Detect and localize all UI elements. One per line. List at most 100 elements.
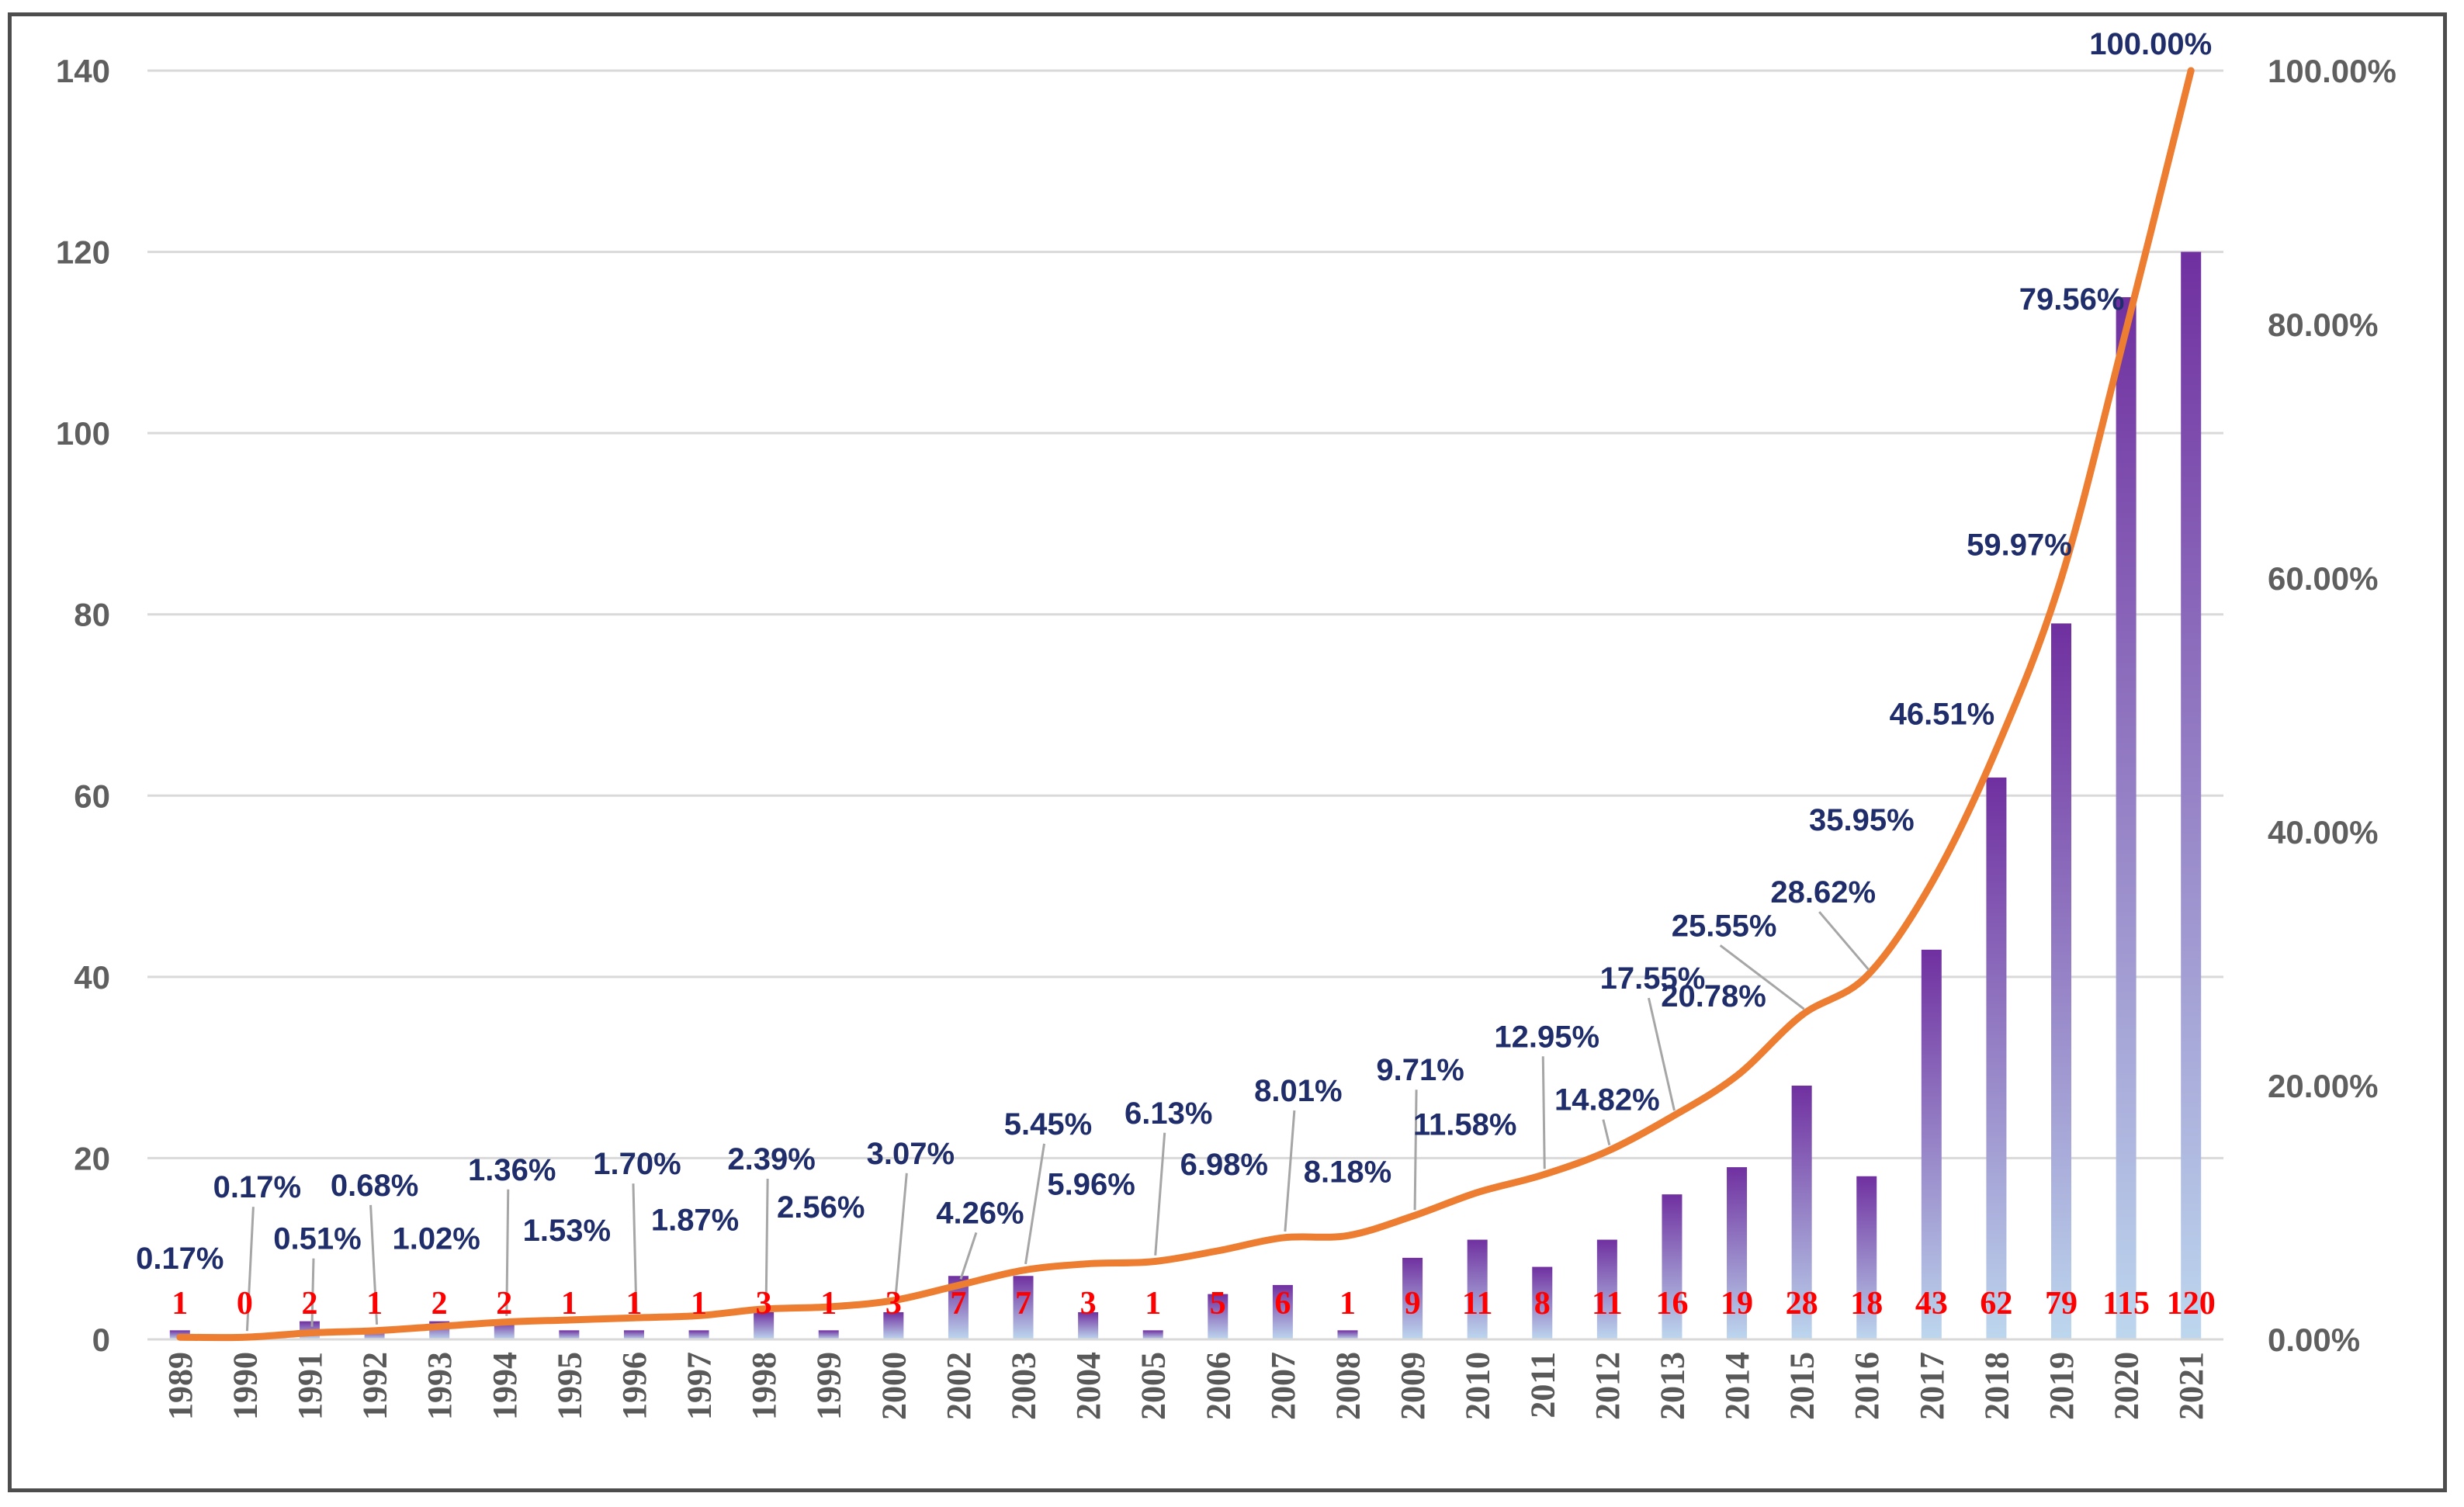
y-right-tick-label: 20.00% bbox=[2268, 1068, 2378, 1104]
x-tick-label: 1989 bbox=[161, 1352, 199, 1420]
x-tick-label: 2004 bbox=[1069, 1352, 1107, 1420]
cumulative-percent-label: 9.71% bbox=[1376, 1053, 1464, 1087]
bar-count-label: 8 bbox=[1534, 1286, 1551, 1322]
x-tick-label: 1997 bbox=[681, 1352, 719, 1420]
x-tick-label: 2008 bbox=[1329, 1352, 1367, 1420]
x-tick-label: 2012 bbox=[1589, 1352, 1627, 1420]
bar-count-label: 9 bbox=[1405, 1286, 1421, 1322]
cumulative-percent-label: 6.13% bbox=[1125, 1096, 1212, 1131]
cumulative-line-series bbox=[176, 67, 2195, 1342]
cumulative-percent-label: 17.55% bbox=[1600, 961, 1706, 996]
cumulative-percent-label: 35.95% bbox=[1809, 803, 1915, 837]
bar-count-label: 2 bbox=[496, 1286, 512, 1322]
bar-count-label: 18 bbox=[1850, 1286, 1883, 1322]
y-left-tick-label: 0 bbox=[92, 1322, 110, 1358]
bar bbox=[1921, 949, 1942, 1339]
cumulative-percent-label: 3.07% bbox=[867, 1137, 955, 1171]
bar-count-label: 1 bbox=[1339, 1286, 1356, 1322]
bar-count-label: 2 bbox=[431, 1286, 448, 1322]
bar-count-label: 3 bbox=[1080, 1286, 1097, 1322]
x-tick-label: 1995 bbox=[550, 1352, 588, 1420]
bar-count-label: 1 bbox=[820, 1286, 837, 1322]
bar bbox=[1662, 1194, 1683, 1339]
x-tick-label: 1991 bbox=[291, 1352, 329, 1420]
x-tick-label: 2011 bbox=[1523, 1352, 1561, 1419]
cumulative-percent-label: 0.51% bbox=[273, 1222, 361, 1256]
bar-count-label: 115 bbox=[2102, 1286, 2150, 1322]
x-tick-label: 2021 bbox=[2172, 1352, 2210, 1420]
cumulative-percent-label: 46.51% bbox=[1890, 698, 1995, 732]
bar-count-label: 0 bbox=[237, 1286, 253, 1322]
leader-line bbox=[632, 1183, 638, 1312]
bar-count-label: 43 bbox=[1915, 1286, 1948, 1322]
bar bbox=[1791, 1086, 1812, 1339]
leader-line bbox=[764, 1178, 769, 1303]
cumulative-percent-label: 8.01% bbox=[1254, 1074, 1342, 1108]
cumulative-percent-label: 14.82% bbox=[1554, 1083, 1660, 1117]
y-left-tick-label: 120 bbox=[56, 234, 110, 271]
bar bbox=[1142, 1330, 1163, 1339]
cumulative-percent-label: 0.17% bbox=[213, 1170, 301, 1204]
leader-line bbox=[505, 1189, 510, 1316]
y-left-tick-label: 40 bbox=[74, 959, 110, 996]
x-tick-label: 2018 bbox=[1977, 1352, 2015, 1420]
x-tick-label: 2007 bbox=[1264, 1352, 1302, 1420]
bar bbox=[1402, 1257, 1423, 1339]
bar-count-label: 3 bbox=[756, 1286, 772, 1322]
bar-count-label: 6 bbox=[1274, 1286, 1291, 1322]
chart-frame bbox=[8, 12, 2447, 1492]
x-tick-label: 2009 bbox=[1394, 1352, 1432, 1420]
bar-count-label: 11 bbox=[1462, 1286, 1493, 1322]
bar-count-label: 5 bbox=[1210, 1286, 1226, 1322]
leader-line bbox=[1024, 1143, 1045, 1265]
y-left-tick-label: 20 bbox=[74, 1140, 110, 1176]
bar-count-label: 1 bbox=[691, 1286, 707, 1322]
x-tick-label: 2003 bbox=[1005, 1352, 1043, 1420]
cumulative-percent-label: 0.68% bbox=[331, 1169, 418, 1203]
x-tick-label: 2013 bbox=[1653, 1352, 1691, 1420]
y-left-tick-label: 140 bbox=[56, 53, 110, 89]
count-labels: 1 0 2 1 2 2 1 1 1 3 1 3 7 7 3 1 5 6 1 9 11 8 11 16 19 28 18 43 62 79 1… bbox=[172, 1286, 2215, 1322]
cumulative-percent-label: 5.45% bbox=[1004, 1107, 1092, 1142]
x-tick-label: 2002 bbox=[940, 1352, 978, 1420]
cumulative-percent-label: 20.78% bbox=[1661, 979, 1766, 1013]
bar bbox=[364, 1330, 385, 1339]
y-axis-right: 0.00% 20.00% 40.00% 60.00% 80.00% 100.00% bbox=[2268, 53, 2396, 1358]
bar bbox=[2051, 623, 2072, 1339]
leader-line bbox=[1818, 911, 1870, 972]
bar bbox=[1013, 1276, 1034, 1339]
bar-count-label: 7 bbox=[1015, 1286, 1031, 1322]
y-left-tick-label: 60 bbox=[74, 778, 110, 814]
bar-count-label: 7 bbox=[950, 1286, 966, 1322]
y-axis-left: 0 20 40 60 80 100 120 140 bbox=[56, 53, 110, 1358]
y-right-tick-label: 80.00% bbox=[2268, 307, 2378, 343]
bar-count-label: 1 bbox=[366, 1286, 383, 1322]
bar-count-label: 28 bbox=[1786, 1286, 1818, 1322]
cumulative-percent-label: 2.39% bbox=[727, 1142, 815, 1176]
cumulative-percent-label: 1.70% bbox=[593, 1147, 681, 1181]
leader-line bbox=[1647, 997, 1676, 1111]
x-tick-label: 1993 bbox=[421, 1352, 459, 1420]
cumulative-percent-label: 1.87% bbox=[651, 1203, 739, 1237]
bar bbox=[1208, 1294, 1229, 1339]
bar-count-label: 16 bbox=[1655, 1286, 1688, 1322]
bar bbox=[1856, 1176, 1877, 1339]
y-right-tick-label: 0.00% bbox=[2268, 1322, 2360, 1358]
cumulative-percent-label: 79.56% bbox=[2019, 282, 2125, 317]
bar-count-label: 19 bbox=[1721, 1286, 1753, 1322]
bar bbox=[559, 1330, 580, 1339]
x-tick-label: 2015 bbox=[1783, 1352, 1821, 1420]
y-right-tick-label: 60.00% bbox=[2268, 560, 2378, 597]
bar bbox=[1727, 1167, 1748, 1339]
y-left-tick-label: 80 bbox=[74, 597, 110, 633]
cumulative-percent-label: 8.18% bbox=[1304, 1155, 1391, 1189]
x-tick-label: 1990 bbox=[226, 1352, 264, 1420]
bar bbox=[1532, 1266, 1553, 1339]
x-axis: 1989 1990 1991 1992 1993 1994 1995 1996 1997 1998… bbox=[147, 1338, 2223, 1420]
cumulative-percent-label: 11.58% bbox=[1413, 1108, 1516, 1142]
bar-count-label: 3 bbox=[885, 1286, 902, 1322]
cumulative-percent-label: 1.36% bbox=[468, 1153, 556, 1187]
cumulative-percent-label: 25.55% bbox=[1672, 909, 1777, 943]
bar bbox=[1467, 1239, 1488, 1339]
